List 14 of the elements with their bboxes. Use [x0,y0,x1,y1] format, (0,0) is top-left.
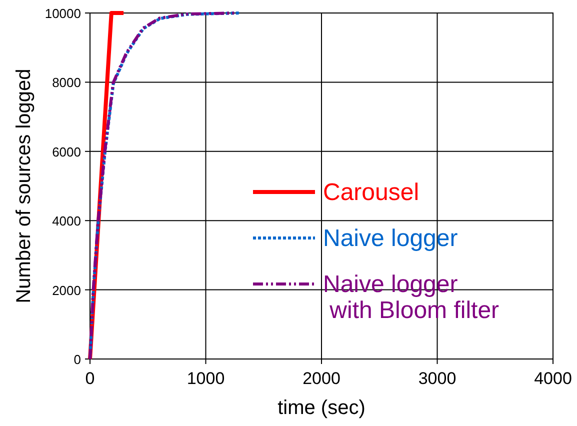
x-axis-title: time (sec) [278,397,366,419]
y-tick-label: 8000 [52,75,81,90]
legend-label: Carousel [323,179,420,206]
y-tick-label: 10000 [44,6,81,21]
x-tick-label: 4000 [534,369,572,388]
x-tick-label: 3000 [418,369,456,388]
x-tick-label: 2000 [302,369,340,388]
y-tick-label: 2000 [52,282,81,298]
y-axis-title: Number of sources logged [13,68,35,304]
y-tick-label: 4000 [52,214,81,229]
y-tick-label: 0 [74,352,81,367]
x-tick-label: 0 [85,369,95,388]
x-tick-label: 1000 [186,369,225,388]
y-tick-label: 6000 [52,144,81,160]
